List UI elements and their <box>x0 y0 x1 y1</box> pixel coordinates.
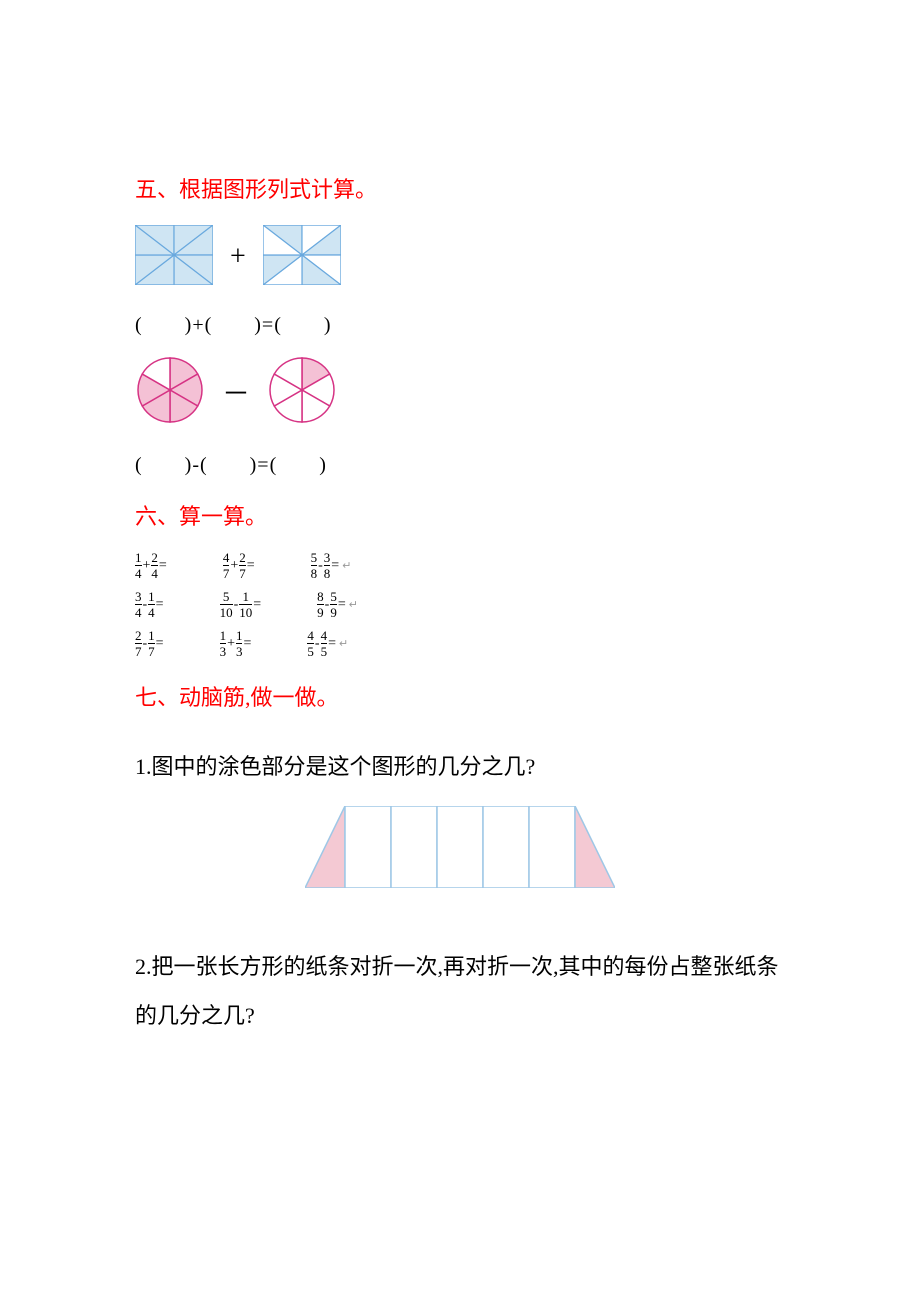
worksheet-page: 五、根据图形列式计算。 + ( )+( )=( ) － ( )-( )=( ) … <box>0 0 920 1155</box>
section7-q1-figure-wrap <box>135 806 785 893</box>
fraction-expression: 510-110= <box>220 590 263 619</box>
fraction-expression: 27-17= <box>135 629 165 658</box>
section5-subtraction-shapes: － <box>135 355 785 430</box>
circle-fraction-shape-2 <box>267 355 337 430</box>
section7-q1-figure <box>305 806 615 893</box>
section5-heading: 五、根据图形列式计算。 <box>135 170 785 210</box>
section6-heading: 六、算一算。 <box>135 497 785 537</box>
fraction-expression: 14+24= <box>135 551 168 580</box>
fraction-expression: 13+13= <box>220 629 253 658</box>
fraction-calc-grid: 14+24= 47+27= 58-38=↵ 34-14= 510-110= 89-59=↵… <box>135 551 785 658</box>
subtraction-blank-equation: ( )-( )=( ) <box>135 448 785 477</box>
fraction-expression: 45-45=↵ <box>307 629 348 658</box>
minus-operator: － <box>217 372 255 412</box>
square-fraction-shape-1 <box>135 225 213 290</box>
fraction-expression: 34-14= <box>135 590 165 619</box>
square-fraction-shape-2 <box>263 225 341 290</box>
fraction-row: 34-14= 510-110= 89-59=↵ <box>135 590 785 619</box>
addition-blank-equation: ( )+( )=( ) <box>135 308 785 337</box>
plus-operator: + <box>225 241 251 273</box>
section7-q1: 1.图中的涂色部分是这个图形的几分之几? <box>135 743 785 791</box>
section7-q2: 2.把一张长方形的纸条对折一次,再对折一次,其中的每份占整张纸条的几分之几? <box>135 943 785 1040</box>
fraction-row: 14+24= 47+27= 58-38=↵ <box>135 551 785 580</box>
section5-addition-shapes: + <box>135 225 785 290</box>
fraction-expression: 58-38=↵ <box>311 551 352 580</box>
section7-heading: 七、动脑筋,做一做。 <box>135 678 785 718</box>
fraction-row: 27-17= 13+13= 45-45=↵ <box>135 629 785 658</box>
fraction-expression: 89-59=↵ <box>317 590 358 619</box>
circle-fraction-shape-1 <box>135 355 205 430</box>
fraction-expression: 47+27= <box>223 551 256 580</box>
